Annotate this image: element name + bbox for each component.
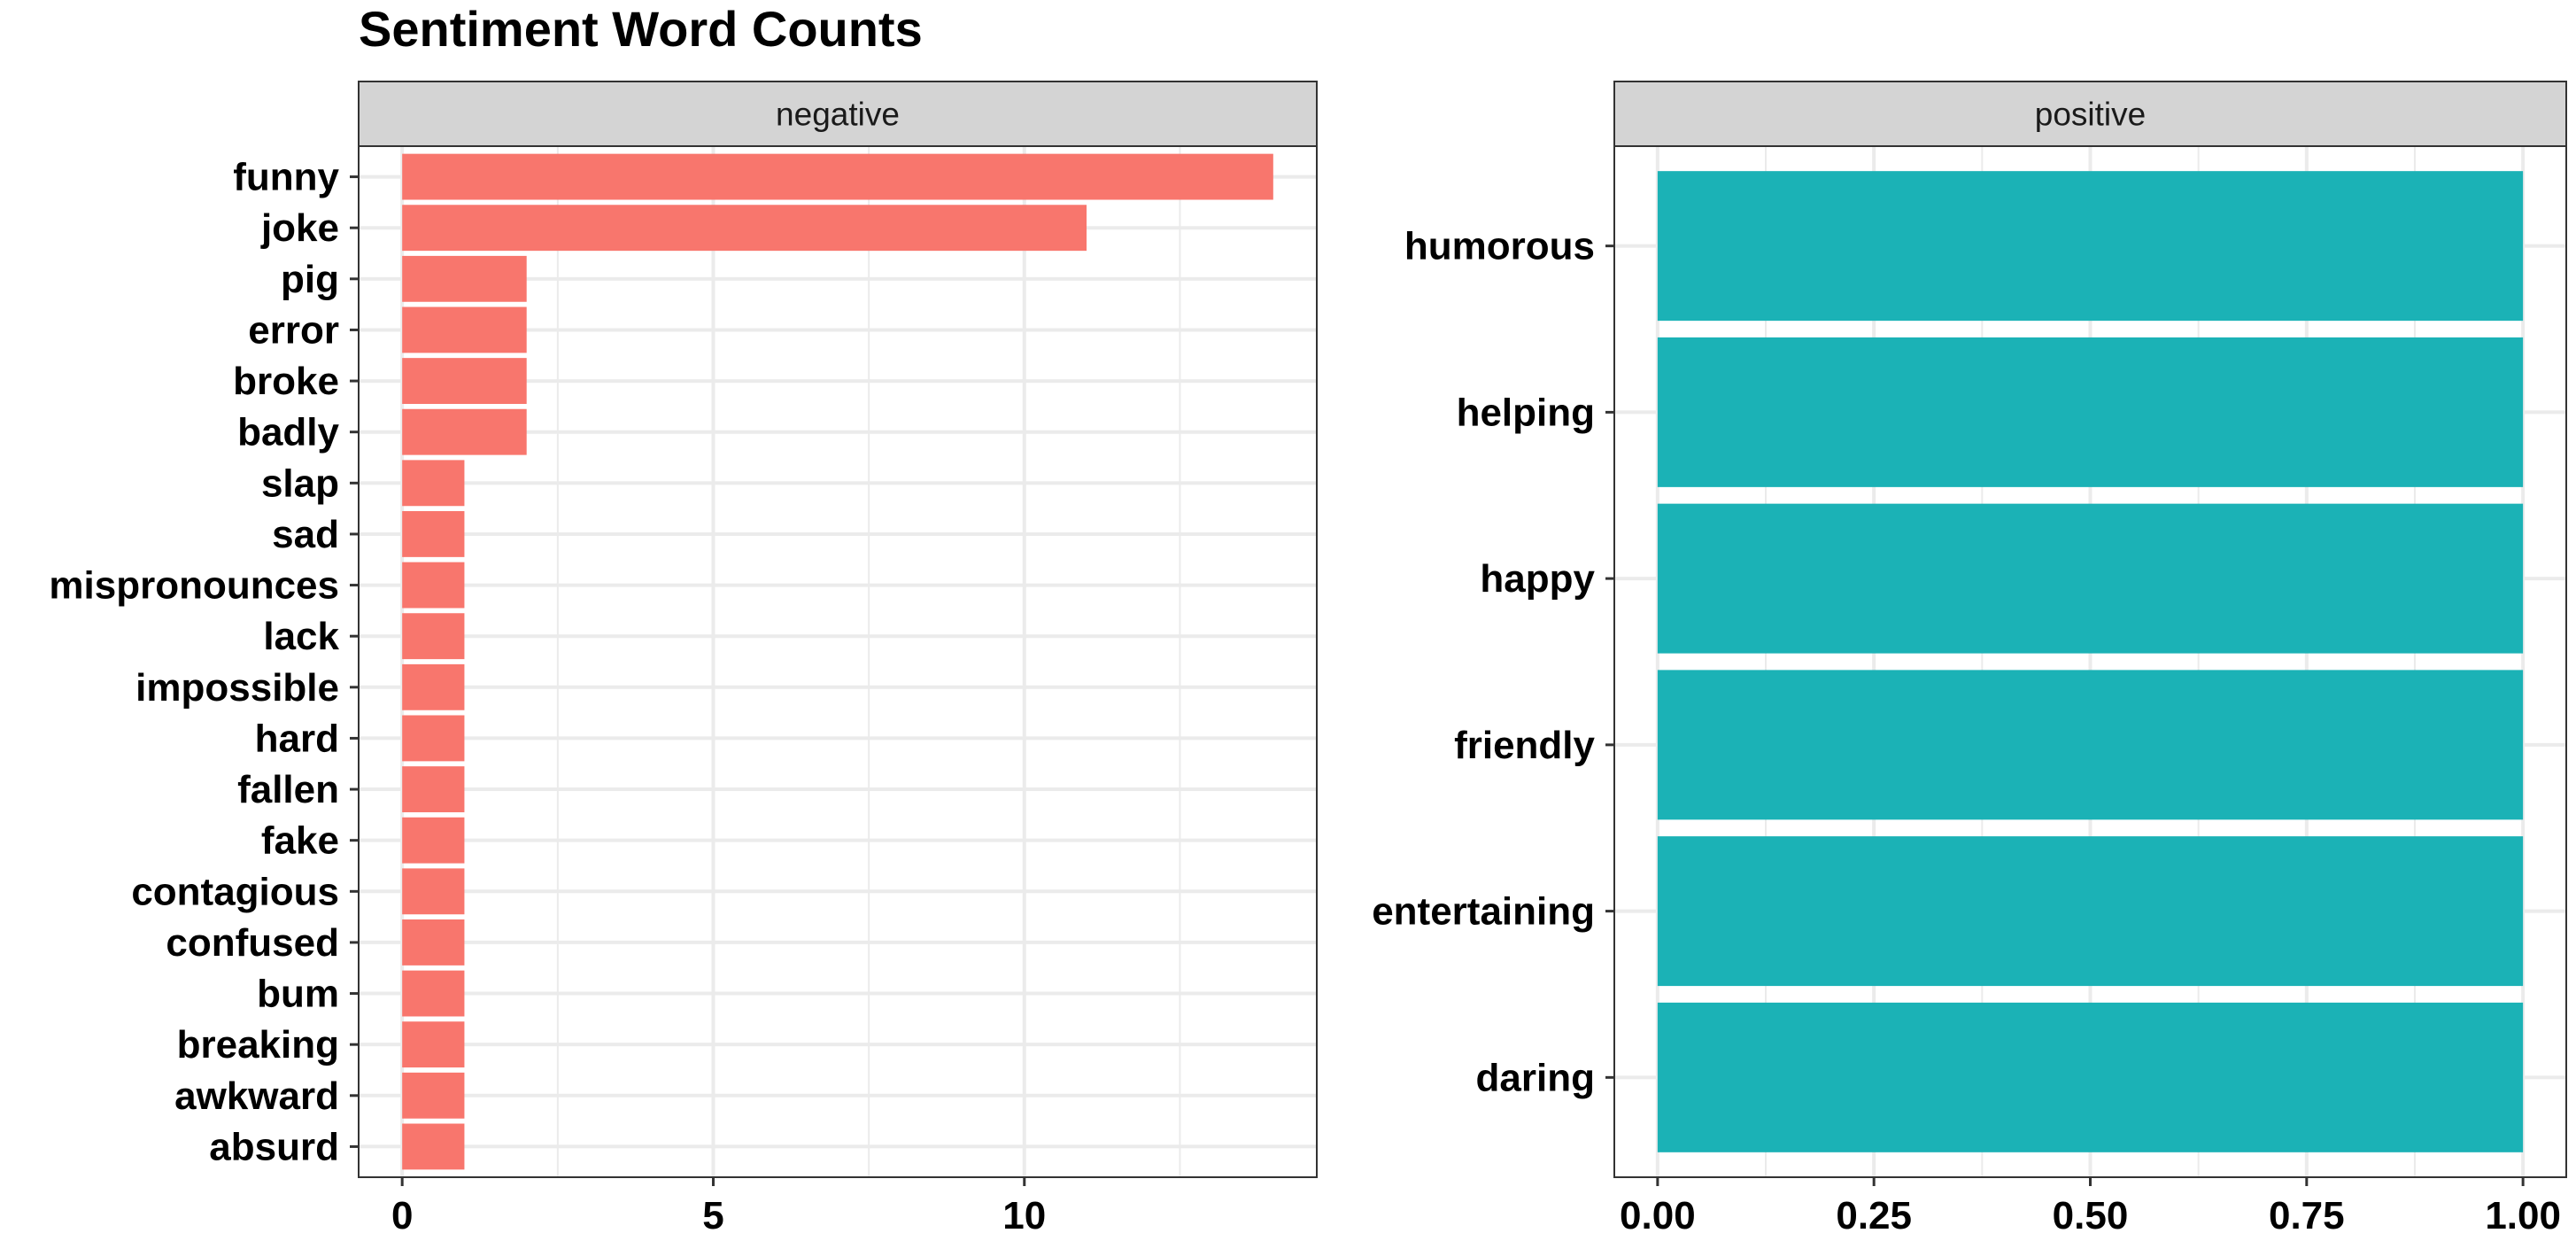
x-tick-label: 0.50 [2053,1194,2129,1237]
y-tick-label: absurd [209,1125,339,1168]
panel-positive: positive humorous helping happy friendly ente… [1372,81,2567,1237]
y-tick-label: fallen [237,768,339,811]
y-tick-label: contagious [131,870,339,913]
bar-slap [402,460,465,507]
bar-impossible [402,663,465,710]
bar-fake [402,817,465,864]
y-tick-label: joke [260,206,339,250]
y-tick-label: daring [1476,1056,1595,1099]
y-tick-label: pig [281,258,339,301]
bar-pig [402,255,527,302]
y-tick-label: lack [263,615,339,658]
panels-layer: negative funny joke pig error broke badly slap s… [49,81,2567,1237]
x-tick-label: 5 [702,1194,723,1237]
bar-contagious [402,868,465,915]
y-tick-label: entertaining [1372,890,1595,934]
bar-badly [402,408,527,455]
bar-broke [402,358,527,404]
bar-confused [402,919,465,966]
bar-daring [1657,1002,2524,1152]
y-tick-label: friendly [1454,724,1595,767]
bar-lack [402,613,465,660]
bar-humorous [1657,171,2524,322]
y-tick-label: happy [1480,557,1595,601]
x-tick-label: 0 [391,1194,413,1237]
y-tick-label: broke [233,360,339,403]
bar-entertaining [1657,836,2524,987]
bar-joke [402,205,1087,252]
bar-awkward [402,1072,465,1119]
y-tick-label: error [248,308,339,352]
y-tick-label: slap [261,461,339,505]
y-tick-label: mispronounces [49,564,339,608]
bar-bum [402,970,465,1017]
bar-mispronounces [402,562,465,609]
bar-hard [402,715,465,762]
x-tick-label: 0.25 [1836,1194,1912,1237]
x-tick-label: 10 [1002,1194,1046,1237]
bar-happy [1657,503,2524,654]
x-tick-label: 1.00 [2485,1194,2561,1237]
facet-strip-label: negative [776,97,900,133]
bar-friendly [1657,670,2524,820]
y-tick-label: awkward [174,1074,339,1118]
x-tick-label: 0.00 [1620,1194,1696,1237]
facet-strip [1613,81,2567,147]
bar-breaking [402,1021,465,1068]
y-tick-label: sad [272,513,339,556]
y-tick-label: breaking [177,1023,339,1066]
y-tick-label: fake [261,819,339,863]
y-tick-label: funny [233,156,339,199]
y-tick-label: hard [255,717,339,760]
facet-strip-label: positive [2035,97,2146,133]
bar-funny [402,153,1273,200]
y-tick-label: humorous [1404,225,1595,268]
panel-negative: negative funny joke pig error broke badly slap s… [49,81,1318,1237]
y-tick-label: confused [166,921,339,965]
chart-title: Sentiment Word Counts [359,1,923,57]
y-tick-label: impossible [135,666,339,710]
y-tick-label: helping [1457,391,1595,434]
bar-error [402,306,527,353]
bar-sad [402,511,465,557]
y-tick-label: bum [257,973,339,1016]
bar-absurd [402,1123,465,1170]
x-tick-label: 0.75 [2269,1194,2345,1237]
facet-strip [358,81,1318,147]
y-tick-label: badly [237,411,339,454]
bar-fallen [402,766,465,812]
bar-helping [1657,337,2524,487]
